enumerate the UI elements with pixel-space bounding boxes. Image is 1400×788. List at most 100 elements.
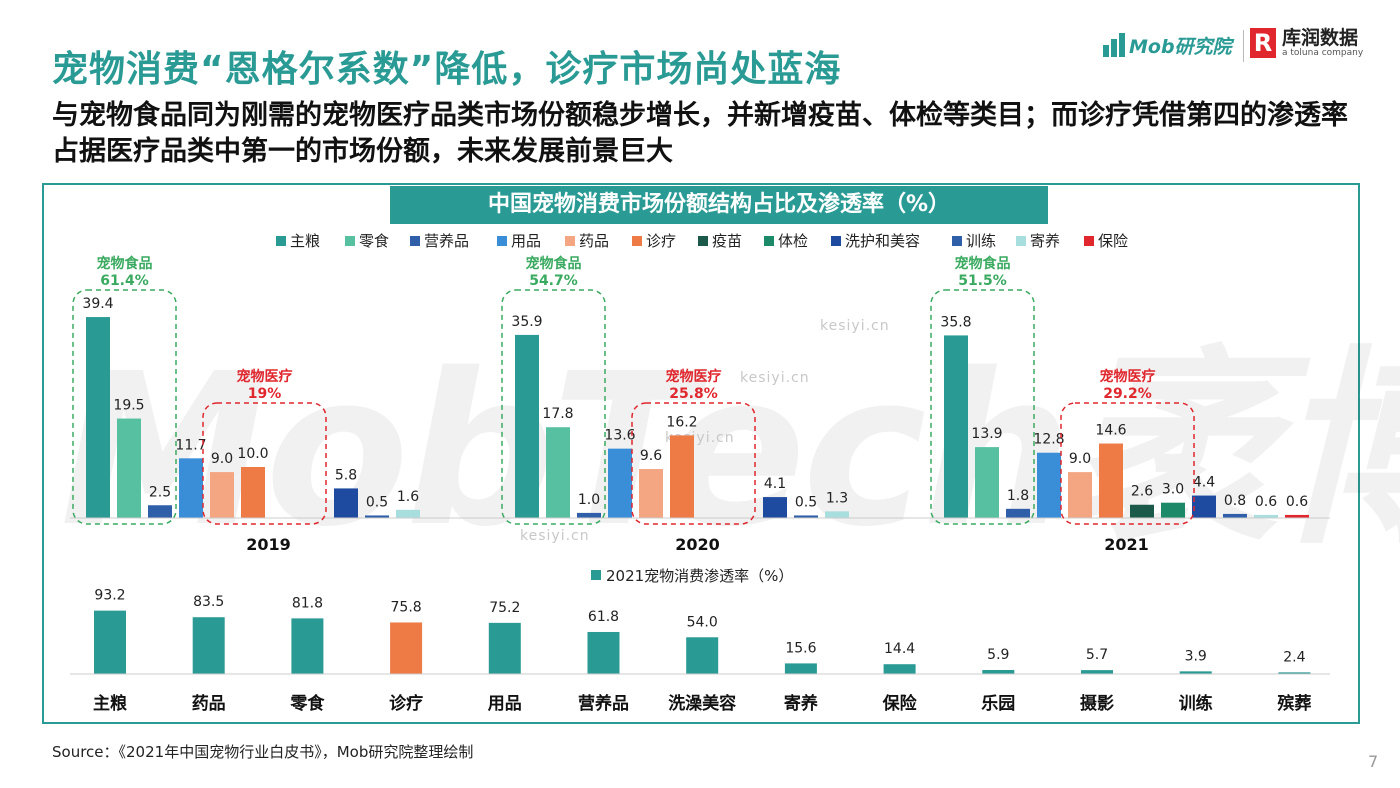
- annotation-box: [930, 289, 1035, 525]
- bar: [982, 669, 1015, 674]
- data-label: 13.9: [971, 426, 1002, 442]
- data-label: 16.2: [666, 414, 697, 430]
- legend-swatch: [632, 236, 642, 246]
- data-label: 0.8: [1224, 493, 1246, 509]
- annotation-label: 宠物医疗: [1100, 368, 1156, 385]
- data-label: 4.1: [764, 476, 786, 492]
- bar: [334, 488, 358, 518]
- kuruin-logo-icon: R: [1250, 28, 1276, 58]
- bar: [117, 418, 141, 518]
- data-label: 5.9: [987, 647, 1009, 663]
- data-label: 3.0: [1162, 482, 1184, 498]
- mob-logo: Mob研究院: [1103, 31, 1232, 59]
- bar: [1006, 508, 1030, 518]
- bar: [1037, 452, 1061, 518]
- legend-label: 训练: [966, 232, 996, 250]
- data-label: 0.6: [1255, 494, 1277, 510]
- annotation-value: 29.2%: [1103, 386, 1152, 402]
- category-label: 训练: [1179, 693, 1213, 714]
- bar: [1081, 670, 1113, 674]
- bar: [825, 511, 849, 518]
- category-label: 主粮: [93, 693, 127, 714]
- data-label: 0.6: [1286, 494, 1308, 510]
- bar: [1068, 472, 1092, 518]
- category-label: 2019: [246, 535, 291, 554]
- mob-logo-text: Mob研究院: [1129, 35, 1232, 58]
- annotation-label: 宠物食品: [526, 255, 582, 272]
- data-label: 1.3: [826, 490, 848, 506]
- legend-swatch: [1016, 236, 1026, 246]
- annotation-value: 61.4%: [100, 273, 149, 289]
- bar: [396, 509, 420, 518]
- data-label: 9.6: [640, 448, 662, 464]
- bar: [763, 497, 787, 518]
- bar: [1223, 513, 1247, 518]
- legend-swatch: [764, 236, 774, 246]
- data-label: 93.2: [94, 588, 125, 604]
- legend-label: 主粮: [290, 232, 320, 250]
- data-label: 75.8: [391, 599, 422, 615]
- bar: [670, 435, 694, 518]
- legend-swatch: [952, 236, 962, 246]
- mob-logo-icon: [1103, 33, 1125, 57]
- bar: [883, 664, 916, 674]
- bar: [1179, 671, 1212, 674]
- bar: [608, 448, 632, 518]
- category-label: 诊疗: [389, 693, 423, 714]
- legend-label: 2021宠物消费渗透率（%）: [606, 567, 793, 585]
- annotation-box: [631, 402, 756, 525]
- category-label: 保险: [882, 693, 918, 714]
- legend-label: 营养品: [424, 232, 469, 250]
- kuruin-logo-sub: a toluna company: [1282, 48, 1364, 58]
- page-title: 宠物消费“恩格尔系数”降低，诊疗市场尚处蓝海: [52, 49, 842, 90]
- watermark-kesiyi: kesiyi.cn: [520, 528, 590, 544]
- data-label: 15.6: [785, 640, 816, 656]
- data-label: 2.6: [1131, 484, 1153, 500]
- category-label: 药品: [192, 693, 226, 714]
- annotation-box: [202, 402, 327, 525]
- data-label: 35.8: [940, 314, 971, 330]
- bar: [86, 317, 110, 518]
- source-note: Source：《2021年中国宠物行业白皮书》，Mob研究院整理绘制: [52, 743, 474, 761]
- bar: [546, 427, 570, 518]
- data-label: 14.4: [884, 641, 915, 657]
- data-label: 9.0: [211, 451, 233, 467]
- data-label: 11.7: [175, 437, 206, 453]
- data-label: 17.8: [542, 406, 573, 422]
- bar: [1130, 504, 1154, 518]
- watermark-kesiyi: kesiyi.cn: [820, 318, 890, 334]
- annotation-box: [1060, 402, 1195, 525]
- category-label: 寄养: [784, 693, 819, 714]
- bar: [577, 512, 601, 518]
- bar: [291, 618, 324, 674]
- bar: [1192, 495, 1216, 518]
- watermark-kesiyi: kesiyi.cn: [740, 370, 810, 386]
- category-label: 乐园: [981, 694, 1015, 714]
- bar: [515, 334, 539, 518]
- kuruin-logo: R 库润数据 a toluna company: [1250, 28, 1363, 59]
- legend-swatch: [276, 236, 286, 246]
- data-label: 5.8: [335, 467, 357, 483]
- bar: [365, 515, 389, 518]
- bar: [1285, 514, 1309, 518]
- annotation-value: 25.8%: [669, 386, 718, 402]
- legend-label: 疫苗: [712, 232, 742, 250]
- bar: [179, 458, 203, 518]
- annotation-label: 宠物医疗: [237, 368, 293, 385]
- bar: [1099, 443, 1123, 518]
- legend-swatch: [345, 236, 355, 246]
- bar: [1161, 502, 1185, 518]
- bar: [488, 622, 521, 674]
- data-label: 35.9: [511, 314, 542, 330]
- bar: [686, 637, 719, 674]
- category-label: 摄影: [1080, 693, 1114, 714]
- data-label: 0.5: [795, 494, 817, 510]
- chart-title: 中国宠物消费市场份额结构占比及渗透率（%）: [390, 186, 1048, 224]
- annotation-label: 宠物食品: [97, 255, 153, 272]
- data-label: 0.5: [366, 494, 388, 510]
- data-label: 61.8: [588, 609, 619, 625]
- legend-swatch: [831, 236, 841, 246]
- annotation-value: 19%: [248, 386, 282, 402]
- category-label: 2020: [675, 535, 720, 554]
